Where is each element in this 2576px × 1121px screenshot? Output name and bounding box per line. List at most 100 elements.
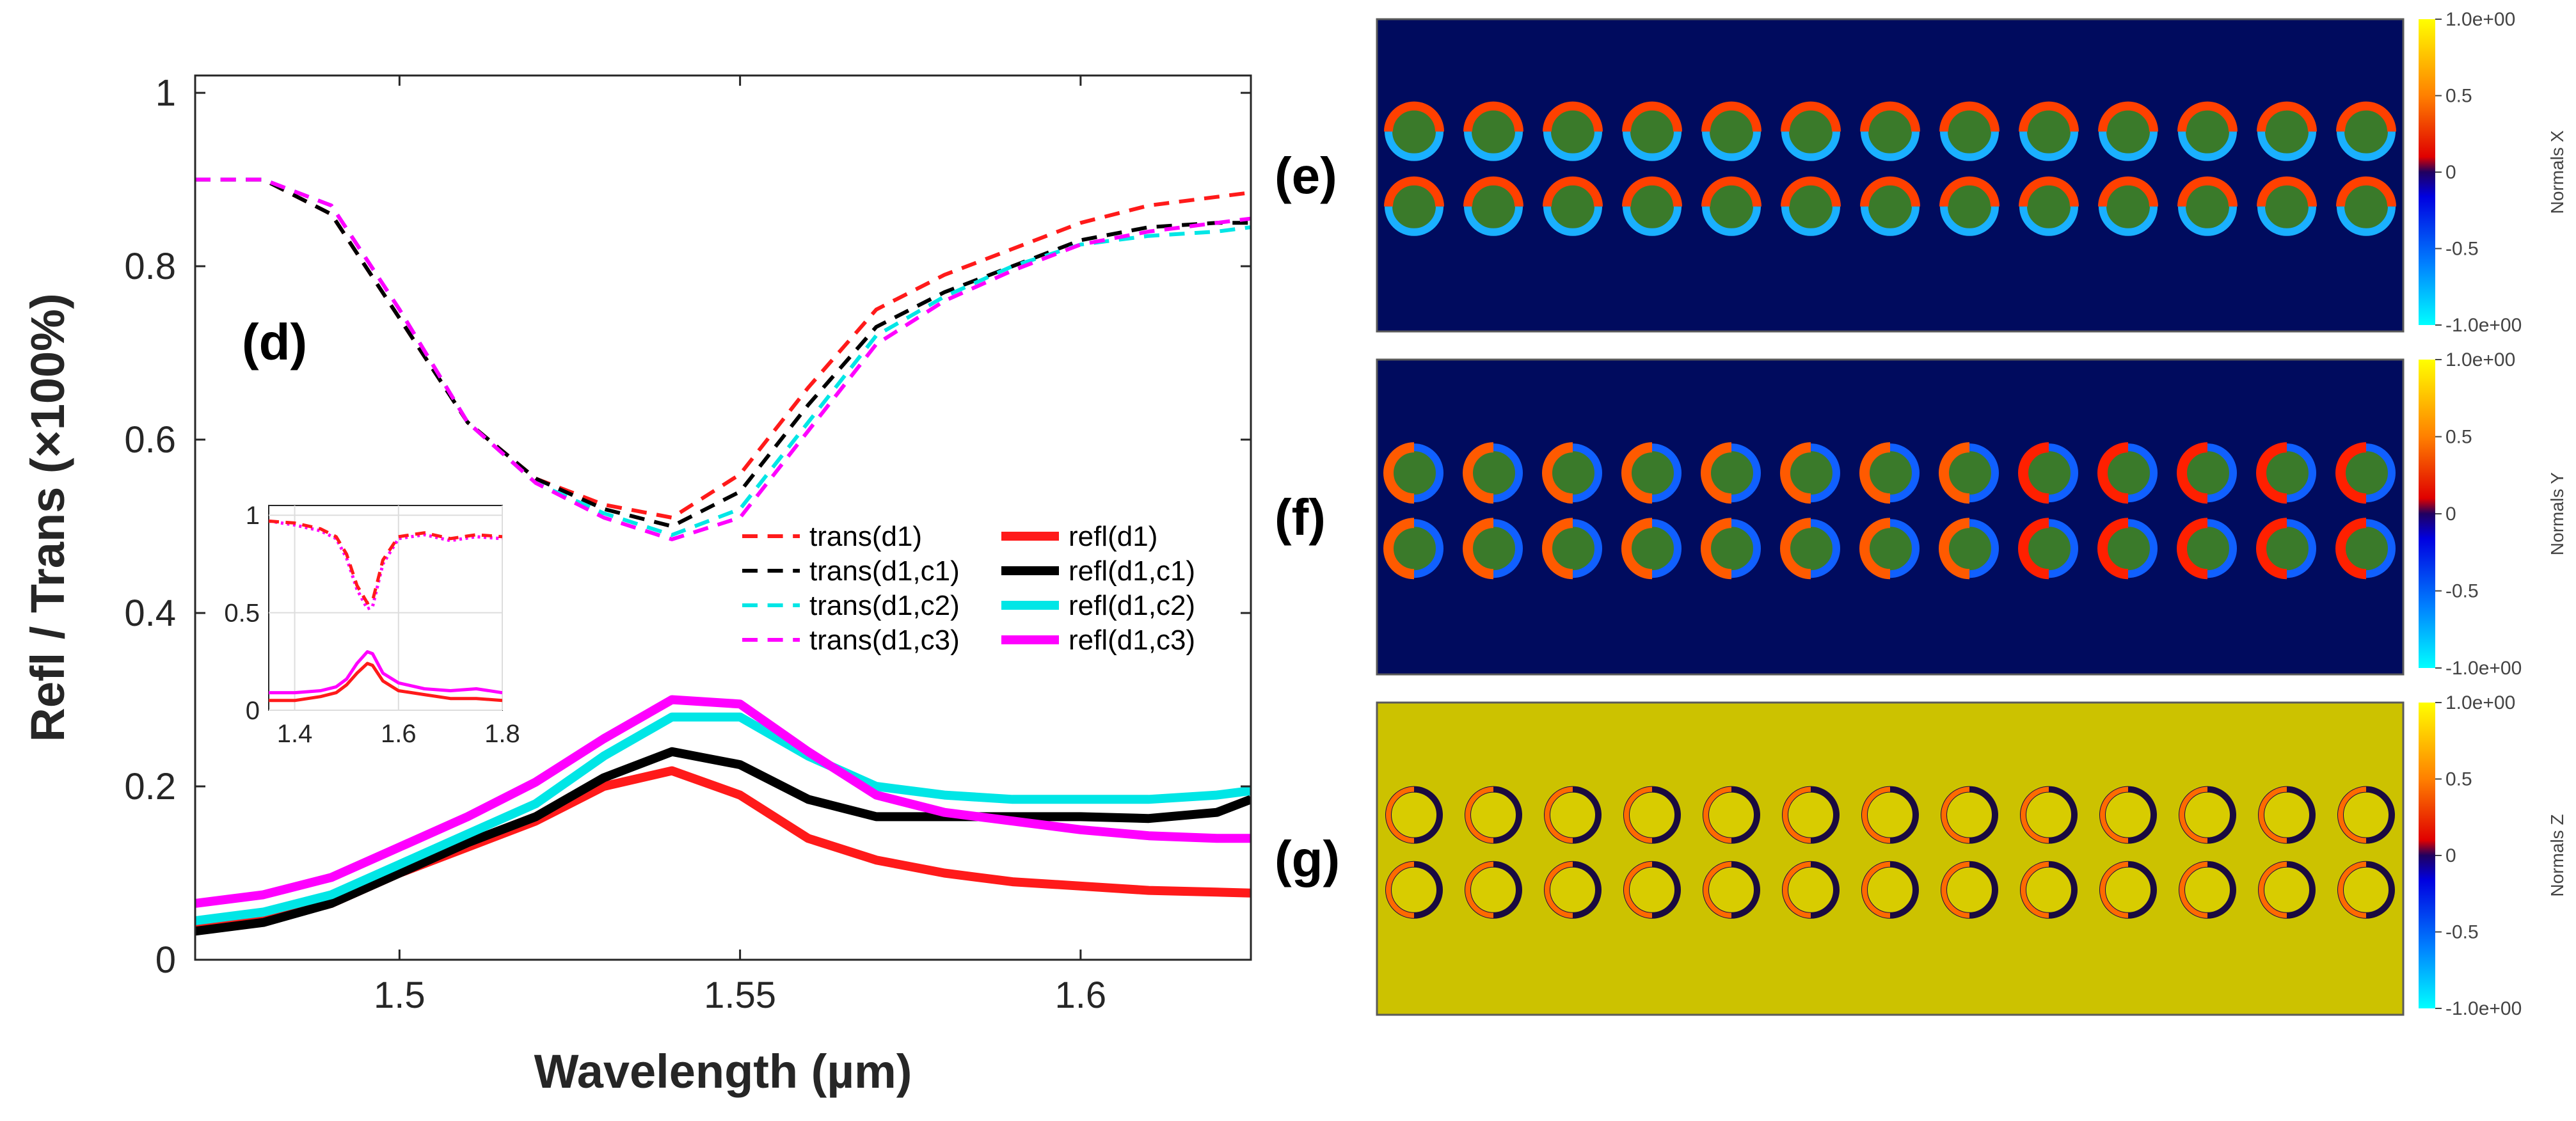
- hole-rim-left: [2021, 861, 2049, 918]
- hole: [2177, 101, 2238, 161]
- hole: [1463, 442, 1523, 504]
- hole: [1384, 101, 1444, 161]
- hole-rim-left: [1621, 518, 1653, 580]
- legend-label: trans(d1,c2): [809, 590, 960, 621]
- hole-rim-top: [1384, 176, 1444, 207]
- hole: [1543, 101, 1603, 161]
- hole-rim-left: [1941, 786, 1970, 843]
- hole-rim-top: [1622, 101, 1682, 132]
- hole: [1544, 861, 1602, 919]
- inset-series-line-2: [269, 662, 502, 703]
- hole: [1941, 861, 1998, 919]
- hole-fill: [1785, 180, 1836, 232]
- hole: [1542, 442, 1602, 504]
- inset-series-line-3: [269, 650, 502, 695]
- inset-y-tick-label: 0: [246, 697, 260, 725]
- colorbar: [2419, 19, 2435, 325]
- hole-rim-right: [2286, 519, 2316, 578]
- hole-fill: [1388, 447, 1440, 499]
- hole: [1939, 518, 1999, 580]
- hole: [2177, 518, 2237, 580]
- series-line-3: [195, 177, 1251, 541]
- colorbar: [2419, 360, 2435, 668]
- hole-rim-bottom: [1861, 131, 1920, 161]
- hole-rim-top: [2019, 101, 2079, 132]
- hole-rim-left: [2259, 861, 2287, 918]
- hole-rim-top: [2257, 101, 2317, 132]
- hole-rim-right: [1413, 519, 1443, 578]
- hole: [2177, 442, 2237, 504]
- hole-rim-top: [1939, 101, 2000, 132]
- hole-fill: [1547, 523, 1598, 575]
- inset-series-group: [269, 519, 502, 703]
- hole-fill: [1864, 523, 1916, 575]
- hole-rim-bottom: [1940, 131, 1999, 161]
- legend-label: refl(d1,c1): [1069, 555, 1195, 587]
- hole-rim-right: [1493, 519, 1523, 578]
- hole-rim-bottom: [1781, 206, 1840, 236]
- hole-fill: [1468, 106, 1519, 157]
- hole-fill: [1706, 106, 1757, 157]
- hole-rim-left: [1621, 442, 1653, 504]
- hole-fill: [2182, 447, 2233, 499]
- hole: [1939, 101, 2000, 161]
- hole-rim-bottom: [1464, 206, 1523, 236]
- hole: [2256, 442, 2316, 504]
- field-background: [1376, 358, 2405, 676]
- hole-rim-left: [1463, 442, 1494, 504]
- colorbar-tick-label: 1.0e+00: [2445, 9, 2515, 30]
- y-tick-label: 1: [155, 72, 176, 114]
- hole: [1701, 442, 1761, 504]
- hole-fill: [1626, 180, 1678, 232]
- hole-fill: [1626, 106, 1678, 157]
- hole: [1623, 786, 1681, 844]
- hole-fill: [1864, 106, 1916, 157]
- hole: [2018, 518, 2078, 580]
- hole-rim-top: [1939, 176, 2000, 207]
- hole: [2018, 442, 2078, 504]
- hole-rim-left: [1701, 518, 1732, 580]
- hole-rim-top: [2257, 176, 2317, 207]
- hole-rim-top: [1701, 101, 1761, 132]
- hole: [2336, 101, 2396, 161]
- hole-fill: [1864, 180, 1916, 232]
- hole-rim-right: [2127, 519, 2158, 578]
- hole: [1859, 442, 1920, 504]
- hole-rim-bottom: [2099, 131, 2158, 161]
- hole-rim-top: [2336, 101, 2396, 132]
- hole: [1781, 101, 1841, 161]
- hole: [1544, 786, 1602, 844]
- hole-rim-left: [2338, 861, 2367, 918]
- hole: [1781, 176, 1841, 236]
- hole: [2098, 176, 2158, 236]
- hole-rim-left: [1542, 442, 1573, 504]
- hole-fill: [1547, 106, 1598, 157]
- colorbar-tick-label: -1.0e+00: [2445, 998, 2522, 1019]
- hole-rim-left: [2018, 442, 2049, 504]
- hole-rim-left: [2100, 786, 2129, 843]
- hole-rim-top: [1543, 101, 1603, 132]
- hole-fill: [2261, 447, 2312, 499]
- hole-rim-bottom: [2178, 131, 2237, 161]
- hole-rim-left: [2256, 442, 2287, 504]
- hole-fill: [2261, 180, 2312, 232]
- hole: [1383, 442, 1443, 504]
- hole: [1463, 518, 1523, 580]
- hole-rim-left: [1465, 786, 1494, 843]
- colorbar-tick-label: 0: [2445, 162, 2456, 183]
- hole-fill: [1388, 523, 1440, 575]
- y-tick-label: 0.2: [124, 766, 176, 807]
- hole-fill: [1706, 523, 1757, 575]
- hole-rim-top: [2177, 101, 2238, 132]
- hole-fill: [1468, 523, 1519, 575]
- hole-fill: [2261, 523, 2312, 575]
- hole-fill: [1944, 523, 1995, 575]
- legend-label: trans(d1): [809, 521, 922, 552]
- hole-rim-bottom: [1940, 206, 1999, 236]
- hole-fill: [2341, 447, 2392, 499]
- hole: [1941, 786, 1998, 844]
- colorbar-tick-label: 1.0e+00: [2445, 692, 2515, 713]
- hole-rim-right: [1810, 443, 1840, 503]
- hole: [1465, 786, 1522, 844]
- hole-fill: [2182, 180, 2233, 232]
